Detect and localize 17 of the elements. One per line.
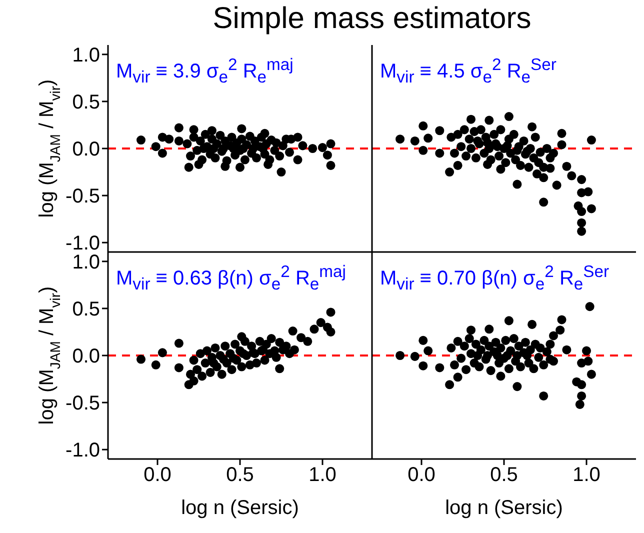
x-tick-label: 0.5: [490, 464, 518, 486]
y-tick-label: -1.0: [66, 440, 100, 462]
y-tick-label: 0.0: [72, 138, 100, 161]
y-tick-label: -0.5: [66, 186, 100, 208]
x-tick-label: 1.0: [308, 464, 336, 486]
y-tick-label: 0.5: [72, 298, 100, 321]
x-tick-label: 0.5: [226, 464, 254, 486]
x-axis-title: log n (Sersic): [445, 497, 563, 519]
x-tick-label: 1.0: [572, 464, 600, 486]
x-axis-title: log n (Sersic): [181, 497, 299, 519]
chart-title: Simple mass estimators: [212, 2, 532, 36]
x-tick-label: 0.0: [408, 464, 436, 486]
y-tick-label: 0.0: [72, 346, 100, 368]
x-tick-label: 0.0: [144, 464, 172, 486]
y-tick-label: 1.0: [72, 44, 100, 67]
y-tick-label: 0.5: [72, 92, 100, 114]
y-tick-label: -0.5: [66, 392, 100, 415]
